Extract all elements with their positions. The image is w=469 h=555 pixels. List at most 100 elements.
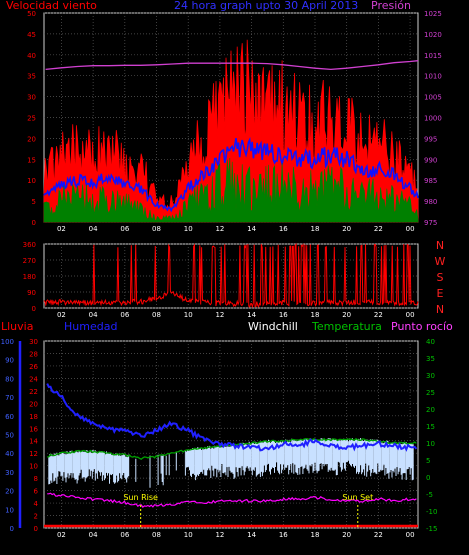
wind-y-tick-label: 35 [27, 73, 36, 81]
humidity-y-tick-label: 50 [5, 432, 14, 440]
temperature-x-tick-label: 16 [279, 531, 288, 539]
direction-y-tick-label: 90 [27, 289, 36, 297]
direction-x-tick-label: 02 [57, 311, 66, 319]
wind-avg-series [43, 136, 419, 213]
humidity-y-tick-label: 20 [5, 488, 14, 496]
pressure-y-tick-label: 980 [424, 198, 437, 206]
temperature-y-tick-label: 5 [426, 457, 430, 465]
temperature-x-tick-label: 20 [342, 531, 351, 539]
wind-x-tick-label: 00 [406, 225, 415, 233]
direction-x-tick-label: 12 [215, 311, 224, 319]
wind-x-tick-label: 20 [342, 225, 351, 233]
pressure-y-tick-label: 985 [424, 177, 437, 185]
temperature-x-tick-label: 12 [215, 531, 224, 539]
direction-x-tick-label: 18 [311, 311, 320, 319]
wind-x-tick-label: 14 [247, 225, 256, 233]
humidity-y-tick-label: 90 [5, 357, 14, 365]
temperature-label: Temperatura [311, 320, 382, 333]
dewpoint-series [47, 492, 417, 508]
wind-y-tick-label: 50 [27, 10, 36, 18]
direction-x-tick-label: 04 [89, 311, 98, 319]
left-y-tick-label: 22 [29, 388, 38, 396]
humidity-y-tick-label: 70 [5, 394, 14, 402]
left-y-tick-label: 24 [29, 375, 38, 383]
left-y-tick-label: 12 [29, 450, 38, 458]
wind-x-tick-label: 10 [184, 225, 193, 233]
direction-y-tick-label: 360 [23, 241, 36, 249]
temperature-x-tick-label: 06 [120, 531, 129, 539]
wind-y-tick-label: 25 [27, 115, 36, 123]
left-y-tick-label: 18 [29, 413, 38, 421]
pressure-y-tick-label: 1005 [424, 94, 442, 102]
direction-letter: W [435, 255, 446, 268]
humidity-y-tick-label: 40 [5, 450, 14, 458]
header-left-label: Velocidad viento [6, 0, 97, 12]
left-y-tick-label: 8 [34, 475, 38, 483]
wind-y-tick-label: 45 [27, 31, 36, 39]
humidity-y-tick-label: 0 [10, 525, 14, 533]
direction-x-tick-label: 10 [184, 311, 193, 319]
header-right-label: Presión [371, 0, 411, 12]
wind-y-tick-label: 15 [27, 156, 36, 164]
header-center-label: 24 hora graph upto 30 April 2013 [174, 0, 358, 12]
left-y-tick-label: 14 [29, 438, 38, 446]
wind-speed-series [43, 157, 419, 223]
temperature-y-tick-label: -10 [426, 508, 437, 516]
left-y-tick-label: 2 [34, 513, 38, 521]
temperature-y-tick-label: 0 [426, 474, 430, 482]
humidity-y-tick-label: 10 [5, 506, 14, 514]
wind-x-tick-label: 12 [215, 225, 224, 233]
direction-x-tick-label: 22 [374, 311, 383, 319]
direction-x-tick-label: 16 [279, 311, 288, 319]
pressure-y-tick-label: 1010 [424, 73, 442, 81]
temperature-y-tick-label: 40 [426, 338, 435, 346]
direction-x-tick-label: 20 [342, 311, 351, 319]
temperature-y-tick-label: 25 [426, 389, 435, 397]
direction-x-tick-label: 14 [247, 311, 256, 319]
wind-x-tick-label: 02 [57, 225, 66, 233]
temperature-x-tick-label: 10 [184, 531, 193, 539]
humidity-y-tick-label: 80 [5, 375, 14, 383]
temperature-x-tick-label: 08 [152, 531, 161, 539]
left-y-tick-label: 28 [29, 350, 38, 358]
temperature-x-tick-label: 00 [406, 531, 415, 539]
humidity-label: Humedad [64, 320, 117, 333]
wind-x-tick-label: 06 [120, 225, 129, 233]
temperature-x-tick-label: 22 [374, 531, 383, 539]
direction-letter: N [436, 303, 444, 316]
temperature-x-tick-label: 14 [247, 531, 256, 539]
temperature-humidity-panel: 0246810121416182022242628300102030405060… [1, 338, 438, 539]
left-y-tick-label: 0 [34, 525, 38, 533]
wind-y-tick-label: 5 [32, 198, 36, 206]
wind-x-tick-label: 08 [152, 225, 161, 233]
humidity-series [46, 383, 418, 452]
humidity-y-tick-label: 30 [5, 469, 14, 477]
left-y-tick-label: 6 [34, 488, 39, 496]
humidity-y-tick-label: 60 [5, 413, 14, 421]
left-y-tick-label: 20 [29, 400, 38, 408]
direction-y-tick-label: 180 [23, 273, 36, 281]
windchill-label: Windchill [248, 320, 298, 333]
left-y-tick-label: 26 [29, 363, 38, 371]
direction-y-tick-label: 0 [32, 305, 36, 313]
pressure-y-tick-label: 1025 [424, 10, 442, 18]
left-y-tick-label: 30 [29, 338, 38, 346]
direction-y-tick-label: 270 [23, 257, 36, 265]
temperature-y-tick-label: 15 [426, 423, 435, 431]
direction-x-tick-label: 06 [120, 311, 129, 319]
wind-direction-panel: 0 90 180 270 360 02 04 06 08 10 12 14 16 18 20 22 00 [23, 241, 419, 319]
temperature-y-tick-label: 30 [426, 372, 435, 380]
wind-y-tick-label: 20 [27, 135, 36, 143]
direction-x-tick-label: 08 [152, 311, 161, 319]
temperature-y-tick-label: 10 [426, 440, 435, 448]
temperature-x-tick-label: 04 [89, 531, 98, 539]
wind-x-tick-label: 04 [89, 225, 98, 233]
pressure-y-tick-label: 1020 [424, 31, 442, 39]
temperature-y-tick-label: -15 [426, 525, 437, 533]
direction-letter: E [437, 287, 444, 300]
left-y-tick-label: 10 [29, 463, 38, 471]
left-y-tick-label: 4 [34, 500, 39, 508]
wind-y-tick-label: 40 [27, 52, 36, 60]
